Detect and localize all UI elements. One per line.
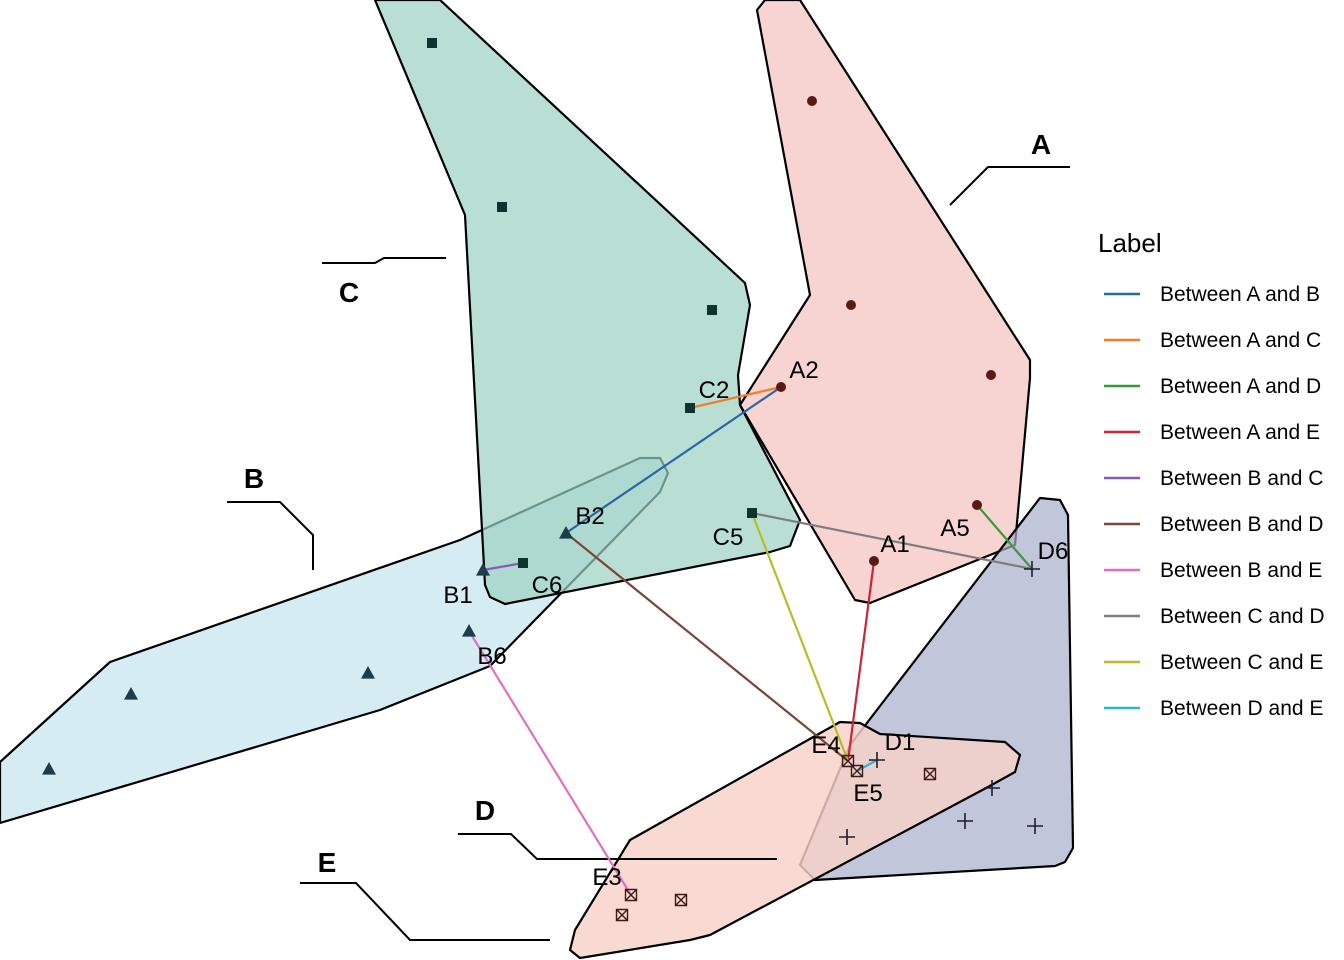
point-c-1 <box>427 38 437 48</box>
connector-e <box>300 882 550 941</box>
point-b-3 <box>361 666 375 679</box>
legend-label-between-a-and-e: Between A and E <box>1160 421 1320 444</box>
hull-c <box>373 0 802 606</box>
connector-d <box>458 833 777 860</box>
point-e-6 <box>615 908 629 922</box>
point-label-c2: C2 <box>699 377 730 404</box>
legend-label-between-b-and-d: Between B and D <box>1160 513 1323 536</box>
point-label-a1: A1 <box>880 531 909 558</box>
link-between-a-and-e <box>846 560 876 762</box>
point-label-a2: A2 <box>789 357 818 384</box>
legend-label-between-a-and-d: Between A and D <box>1160 375 1321 398</box>
point-a-3 <box>986 370 996 380</box>
connector-a <box>949 166 1070 206</box>
point-a-1 <box>807 96 817 106</box>
point-c-6 <box>518 558 528 568</box>
point-c-5 <box>747 508 757 518</box>
hull-layer <box>0 0 1075 960</box>
point-label-e4: E4 <box>811 732 840 759</box>
point-e-3 <box>923 767 937 781</box>
point-a-4 <box>776 382 786 392</box>
group-label-a: A <box>1031 129 1051 160</box>
point-label-c6: C6 <box>532 572 563 599</box>
label-connector-layer <box>227 166 1070 941</box>
point-d-4 <box>957 813 973 829</box>
group-label-c: C <box>339 277 359 308</box>
link-between-c-and-e <box>750 512 850 762</box>
point-b-5 <box>476 563 490 576</box>
point-e-1 <box>841 754 855 768</box>
link-between-b-and-d <box>565 532 849 762</box>
link-between-a-and-d <box>976 504 1033 570</box>
point-label-b2: B2 <box>575 503 604 530</box>
legend-label-between-d-and-e: Between D and E <box>1160 697 1323 720</box>
point-label-d1: D1 <box>885 729 916 756</box>
legend-label-between-b-and-c: Between B and C <box>1160 467 1323 490</box>
link-between-a-and-c <box>689 385 782 410</box>
point-label-c5: C5 <box>713 524 744 551</box>
point-c-4 <box>685 403 695 413</box>
point-label-b6: B6 <box>477 643 506 670</box>
point-b-4 <box>462 624 476 637</box>
group-label-d: D <box>475 795 495 826</box>
point-layer <box>42 38 1043 922</box>
point-label-b1: B1 <box>443 582 472 609</box>
legend-label-between-a-and-b: Between A and B <box>1160 283 1320 306</box>
link-between-b-and-e <box>468 630 632 896</box>
point-c-3 <box>707 305 717 315</box>
point-e-2 <box>850 764 864 778</box>
point-a-6 <box>869 556 879 566</box>
point-b-6 <box>559 526 573 539</box>
legend: Label Between A and B Between A and C Betw… <box>1098 228 1325 720</box>
point-a-2 <box>846 300 856 310</box>
point-c-2 <box>497 202 507 212</box>
link-between-d-and-e <box>856 759 878 772</box>
link-between-b-and-c <box>482 561 524 572</box>
point-d-3 <box>984 780 1000 796</box>
point-d-6 <box>839 829 855 845</box>
link-between-a-and-b <box>565 386 782 534</box>
connector-c <box>322 257 446 264</box>
legend-label-between-c-and-d: Between C and D <box>1160 605 1325 628</box>
point-d-2 <box>869 752 885 768</box>
legend-title: Label <box>1098 228 1162 258</box>
point-b-1 <box>42 762 56 775</box>
legend-label-between-b-and-e: Between B and E <box>1160 559 1322 582</box>
point-d-5 <box>1027 818 1043 834</box>
point-e-4 <box>624 888 638 902</box>
point-d-1 <box>1024 561 1040 577</box>
legend-label-between-c-and-e: Between C and E <box>1160 651 1323 674</box>
legend-label-between-a-and-c: Between A and C <box>1160 329 1321 352</box>
connector-b <box>227 501 314 570</box>
link-between-c-and-d <box>751 511 1033 571</box>
point-label-d6: D6 <box>1038 538 1069 565</box>
point-a-5 <box>972 500 982 510</box>
point-b-2 <box>124 687 138 700</box>
link-line-layer <box>468 385 1033 896</box>
point-label-e5: E5 <box>853 780 882 807</box>
point-e-5 <box>674 893 688 907</box>
point-label-e3: E3 <box>592 864 621 891</box>
point-label-a5: A5 <box>940 515 969 542</box>
group-label-e: E <box>318 847 337 878</box>
group-label-b: B <box>244 463 264 494</box>
